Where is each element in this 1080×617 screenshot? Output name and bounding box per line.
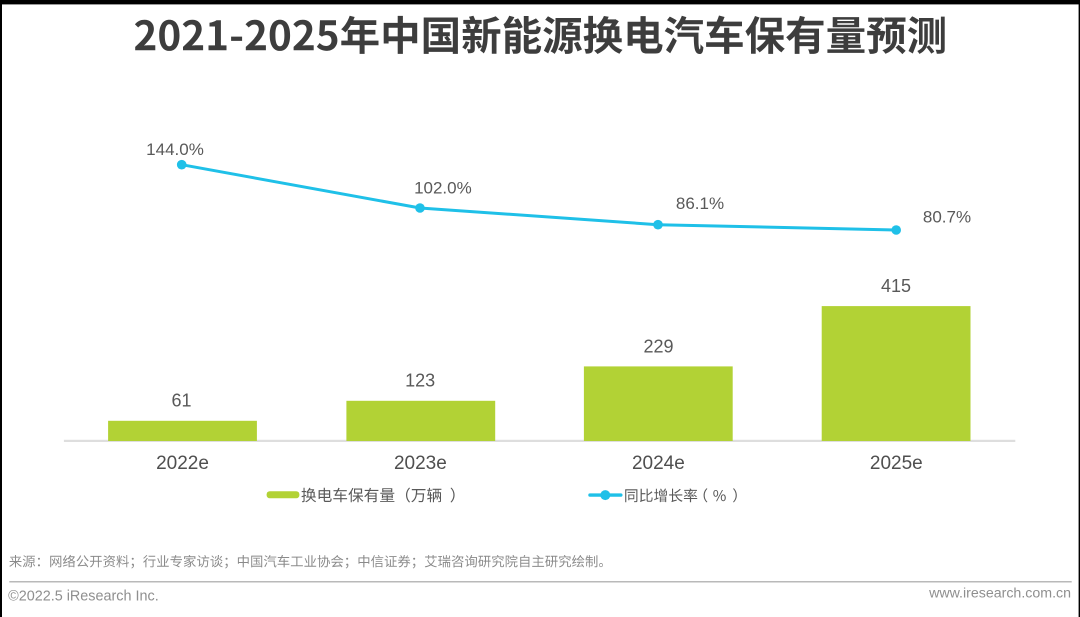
svg-text:415: 415 bbox=[881, 276, 911, 296]
svg-text:80.7%: 80.7% bbox=[923, 208, 971, 227]
svg-text:86.1%: 86.1% bbox=[676, 194, 724, 213]
svg-text:61: 61 bbox=[171, 391, 191, 411]
svg-text:www.iresearch.com.cn: www.iresearch.com.cn bbox=[928, 586, 1071, 602]
svg-text:229: 229 bbox=[643, 337, 673, 357]
svg-text:2025e: 2025e bbox=[870, 453, 923, 474]
svg-text:2022e: 2022e bbox=[156, 453, 209, 474]
svg-text:2023e: 2023e bbox=[394, 453, 447, 474]
svg-text:2024e: 2024e bbox=[632, 453, 685, 474]
svg-text:©2022.5 iResearch Inc.: ©2022.5 iResearch Inc. bbox=[8, 589, 159, 605]
svg-text:102.0%: 102.0% bbox=[414, 178, 472, 197]
svg-text:123: 123 bbox=[405, 371, 435, 391]
svg-text:144.0%: 144.0% bbox=[146, 140, 204, 159]
